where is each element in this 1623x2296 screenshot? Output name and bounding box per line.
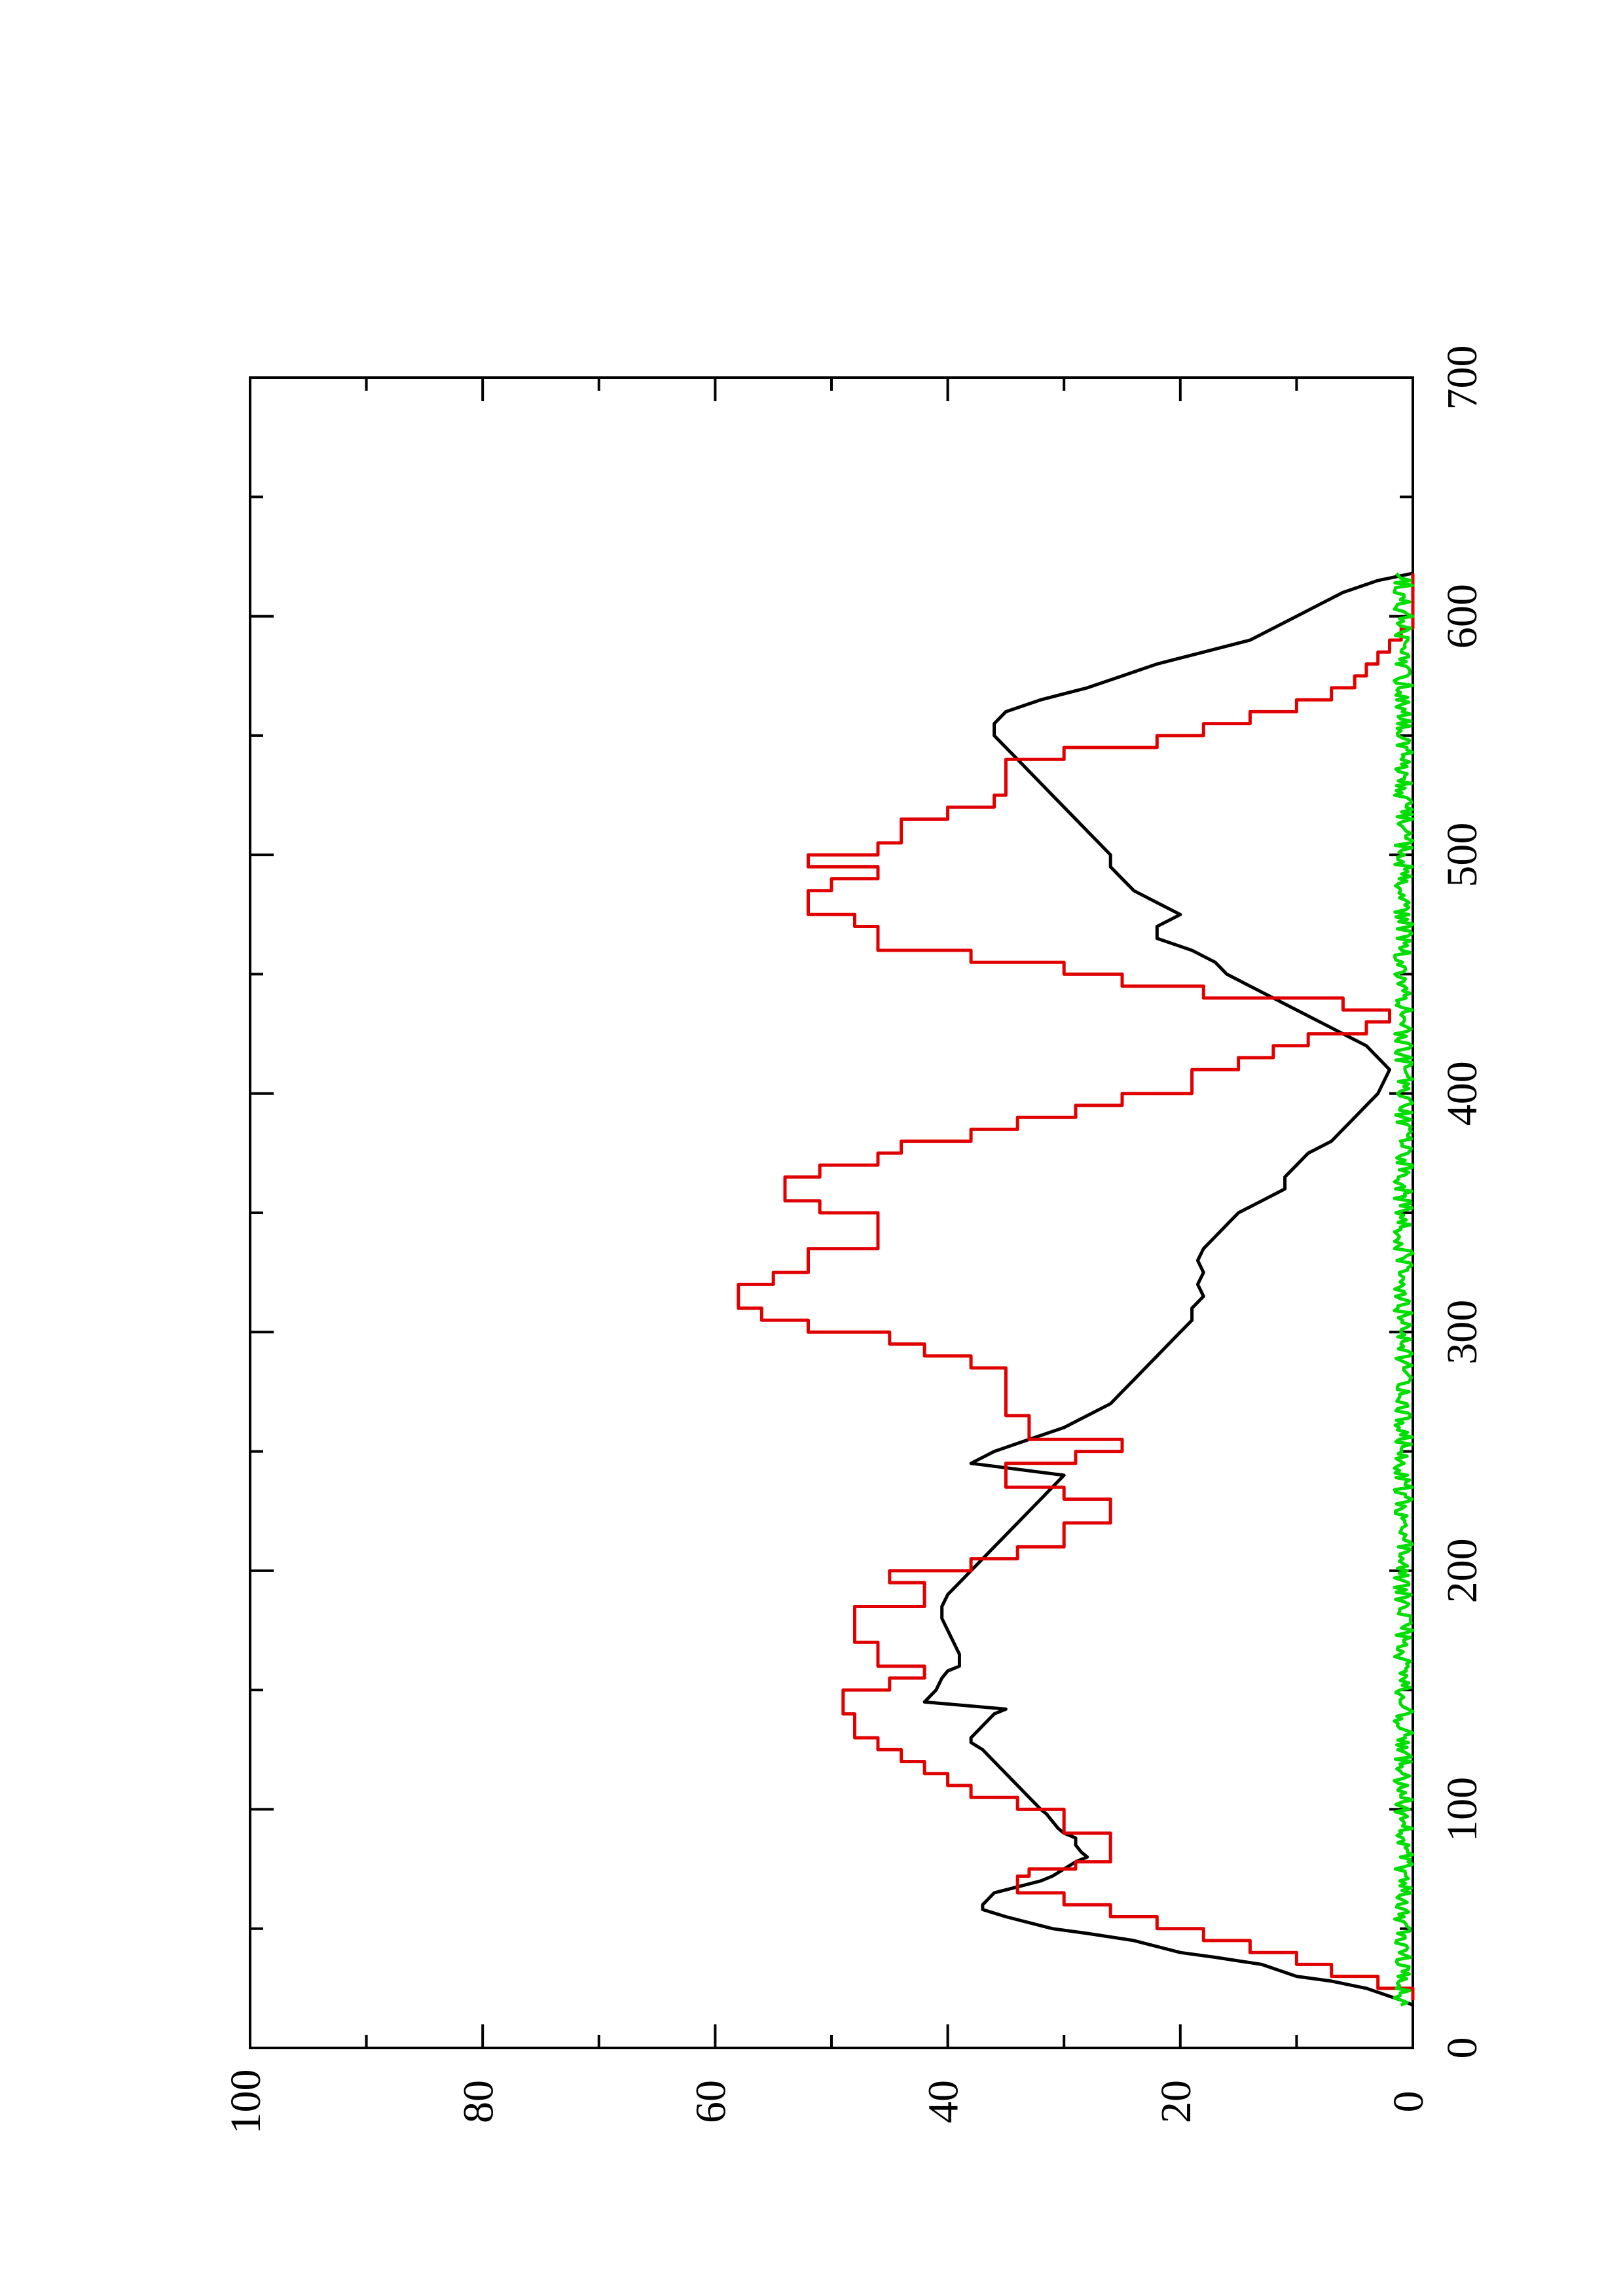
x-tick-label: 500 [1438, 823, 1486, 888]
x-tick-label: 700 [1438, 346, 1486, 410]
series-line-1 [922, 571, 1413, 2007]
x-tick-label: 400 [1438, 1061, 1486, 1126]
ticks [249, 376, 1414, 2049]
series [737, 571, 1415, 2007]
y-tick-label: 80 [454, 2080, 502, 2123]
x-tick-label: 300 [1438, 1300, 1486, 1365]
y-tick-label: 60 [687, 2080, 735, 2123]
x-tick-label: 200 [1438, 1538, 1486, 1603]
series-line-2 [737, 573, 1415, 2001]
tick-labels: 0 100 200 300 400 500 600 700 0 20 40 60 80 100 [222, 346, 1486, 2134]
y-tick-label: 40 [920, 2080, 968, 2123]
x-tick-label: 0 [1438, 2037, 1486, 2059]
y-tick-label: 20 [1152, 2080, 1200, 2123]
y-tick-label: 100 [222, 2070, 270, 2134]
y-tick-label: 0 [1385, 2091, 1432, 2113]
series-line-3 [1393, 572, 1415, 2007]
x-tick-label: 600 [1438, 584, 1486, 649]
x-tick-label: 100 [1438, 1777, 1486, 1842]
